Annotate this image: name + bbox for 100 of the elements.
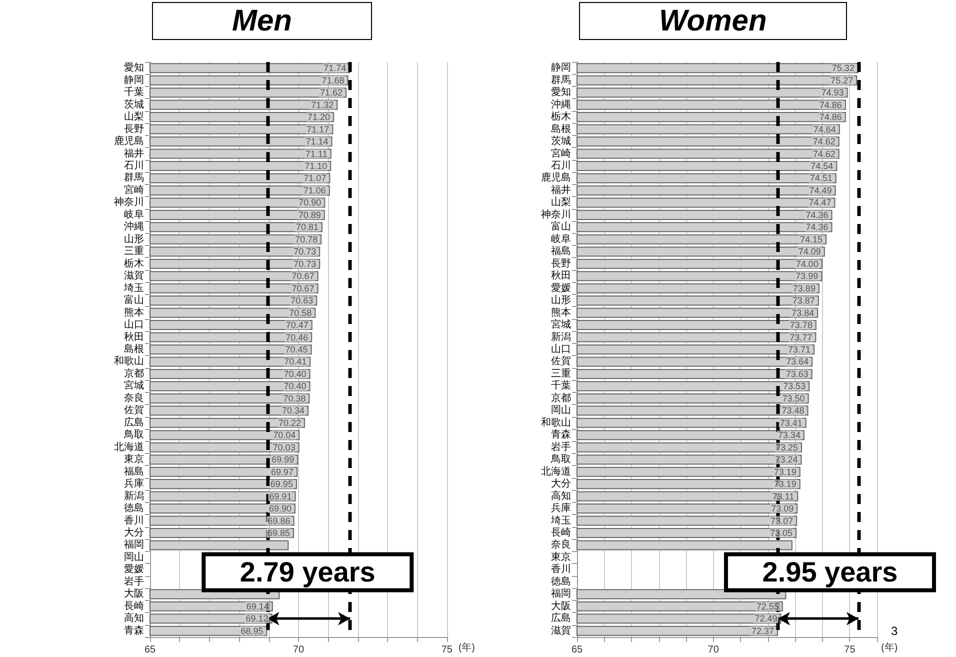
y-tick-label: 滋賀 [551, 624, 571, 636]
y-tick-label: 秋田 [124, 330, 144, 343]
data-label: 73.05 [770, 528, 793, 538]
y-tick-label: 愛知 [551, 86, 571, 98]
data-label: 74.64 [813, 124, 836, 134]
y-tick-label: 千葉 [551, 380, 571, 392]
y-tick-label: 徳島 [124, 502, 144, 514]
y-tick-label: 愛知 [124, 62, 144, 74]
data-label: 74.15 [800, 234, 823, 244]
y-tick-label: 山口 [551, 343, 571, 355]
y-tick-label: 宮城 [124, 380, 144, 392]
y-tick-label: 茨城 [124, 98, 144, 110]
y-tick-label: 京都 [124, 367, 144, 380]
y-tick-label: 埼玉 [123, 282, 144, 294]
data-label: 74.86 [819, 100, 842, 110]
data-label: 74.93 [821, 88, 844, 98]
y-tick-label: 和歌山 [114, 355, 144, 368]
y-tick-label: 兵庫 [124, 478, 144, 490]
data-label: 74.62 [812, 148, 836, 159]
data-label: 69.95 [270, 479, 293, 490]
y-tick-label: 千葉 [124, 86, 144, 98]
data-label: 71.11 [306, 148, 328, 159]
data-label: 73.84 [792, 308, 814, 318]
x-tick-label: 70 [708, 644, 720, 656]
y-tick-label: 高知 [551, 490, 571, 502]
x-tick-label: 75 [844, 644, 856, 656]
data-label: 70.03 [272, 442, 296, 452]
y-tick-label: 青森 [124, 624, 144, 636]
y-tick-label: 香川 [551, 563, 571, 576]
y-tick-label: 鹿児島 [114, 135, 144, 148]
data-label: 69.85 [267, 528, 290, 538]
y-tick-label: 長野 [551, 258, 571, 270]
data-label: 73.24 [775, 454, 798, 465]
y-tick-label: 宮崎 [551, 147, 571, 160]
y-tick-label: 岡山 [551, 404, 571, 416]
y-tick-label: 長崎 [124, 600, 144, 612]
y-tick-label: 鹿児島 [541, 172, 571, 184]
data-label: 70.46 [286, 332, 308, 342]
data-label: 73.11 [772, 491, 794, 502]
data-label: 73.50 [782, 393, 805, 404]
y-tick-label: 大阪 [124, 588, 144, 600]
data-label: 70.45 [285, 344, 308, 354]
y-tick-label: 佐賀 [551, 355, 571, 368]
data-label: 73.48 [782, 406, 804, 416]
data-label: 70.41 [284, 356, 307, 367]
x-axis-title: (年) [881, 642, 898, 654]
y-tick-label: 新潟 [551, 330, 571, 343]
data-label: 74.86 [819, 112, 842, 122]
y-tick-label: 三重 [551, 367, 571, 380]
y-tick-label: 東京 [124, 453, 144, 466]
data-label: 70.63 [290, 296, 314, 306]
data-label: 70.40 [284, 381, 306, 392]
data-label: 73.25 [775, 442, 798, 452]
data-label: 74.62 [812, 136, 836, 147]
data-label: 73.07 [770, 516, 794, 526]
y-tick-label: 兵庫 [551, 502, 571, 514]
data-label: 70.67 [292, 283, 314, 294]
data-label: 74.54 [810, 160, 834, 171]
data-label: 70.81 [296, 222, 318, 232]
data-label: 73.71 [788, 344, 811, 354]
y-tick-label: 長崎 [551, 526, 571, 539]
y-tick-label: 大分 [124, 526, 144, 539]
y-tick-label: 山形 [124, 232, 144, 245]
data-label: 70.04 [273, 430, 296, 440]
data-label: 70.73 [294, 246, 316, 257]
data-label: 73.63 [786, 368, 808, 379]
data-label: 73.09 [771, 504, 794, 514]
data-label: 73.64 [786, 356, 809, 367]
data-label: 71.14 [306, 136, 328, 147]
y-tick-label: 香川 [124, 514, 144, 526]
data-label: 73.87 [792, 296, 815, 306]
x-tick-label: 70 [292, 644, 304, 656]
data-label: 70.67 [292, 271, 314, 282]
data-label: 73.41 [780, 418, 802, 428]
y-tick-label: 佐賀 [124, 404, 144, 416]
y-tick-label: 広島 [551, 612, 571, 624]
data-label: 69.91 [269, 491, 292, 502]
data-label: 72.49 [754, 614, 778, 624]
data-label: 74.00 [796, 258, 818, 269]
y-tick-label: 北海道 [114, 440, 144, 453]
y-tick-label: 愛媛 [551, 282, 571, 294]
y-tick-label: 埼玉 [550, 514, 571, 526]
y-tick-label: 滋賀 [124, 270, 144, 282]
data-label: 71.10 [304, 160, 328, 171]
data-label: 74.36 [806, 222, 828, 232]
data-label: 71.17 [306, 124, 330, 134]
y-tick-label: 北海道 [541, 465, 571, 478]
data-label: 74.49 [809, 185, 832, 196]
data-label: 69.86 [268, 516, 290, 526]
data-label: 70.73 [294, 258, 316, 269]
data-label: 73.99 [796, 271, 818, 282]
x-tick-label: 75 [441, 644, 453, 656]
y-tick-label: 岩手 [124, 575, 144, 588]
data-label: 70.89 [298, 210, 321, 220]
data-label: 73.19 [774, 479, 796, 490]
y-tick-label: 沖縄 [124, 220, 144, 233]
data-label: 70.22 [278, 418, 301, 428]
y-tick-label: 福島 [124, 465, 144, 478]
y-tick-label: 京都 [551, 392, 571, 404]
data-label: 75.27 [830, 75, 854, 86]
